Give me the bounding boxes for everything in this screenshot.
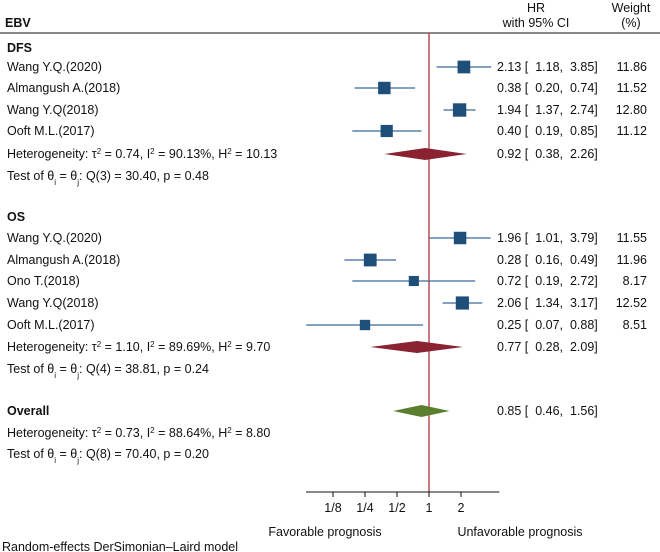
group-title-dfs: DFS xyxy=(7,41,32,55)
study-weight-os-4: 8.51 xyxy=(623,318,647,332)
study-marker-os-3 xyxy=(455,296,469,310)
study-ci-text-os-0: 1.96 [ 1.01, 3.79] xyxy=(497,231,598,245)
x-tick-label-0: 1/8 xyxy=(324,501,341,515)
summary-diamond-dfs xyxy=(384,148,467,160)
study-label-os-3: Wang Y.Q(2018) xyxy=(7,296,99,310)
summary-ci-text-os: 0.77 [ 0.28, 2.09] xyxy=(497,340,598,354)
study-ci-text-os-3: 2.06 [ 1.34, 3.17] xyxy=(497,296,598,310)
study-label-dfs-2: Wang Y.Q(2018) xyxy=(7,103,99,117)
test-os: Test of θi = θj: Q(4) = 38.81, p = 0.24 xyxy=(7,362,209,380)
study-marker-os-1 xyxy=(363,253,377,267)
study-label-dfs-1: Almangush A.(2018) xyxy=(7,81,120,95)
study-marker-dfs-3 xyxy=(380,124,393,138)
study-marker-os-4 xyxy=(359,319,371,331)
study-weight-os-1: 11.96 xyxy=(617,253,647,267)
favorable-label: Favorable prognosis xyxy=(268,525,381,539)
study-weight-dfs-2: 12.80 xyxy=(616,103,647,117)
study-label-os-1: Almangush A.(2018) xyxy=(7,253,120,267)
header-weight-line2: (%) xyxy=(621,16,640,30)
study-weight-os-3: 12.52 xyxy=(616,296,647,310)
heterogeneity-dfs: Heterogeneity: τ2 = 0.74, I2 = 90.13%, H… xyxy=(7,147,277,162)
study-label-os-4: Ooft M.L.(2017) xyxy=(7,318,95,332)
header-effect-line2: with 95% CI xyxy=(502,16,570,30)
study-label-os-0: Wang Y.Q.(2020) xyxy=(7,231,102,245)
study-weight-os-0: 11.55 xyxy=(617,231,647,245)
test-dfs: Test of θi = θj: Q(3) = 30.40, p = 0.48 xyxy=(7,169,209,187)
heterogeneity-overall: Heterogeneity: τ2 = 0.73, I2 = 88.64%, H… xyxy=(7,426,270,441)
study-marker-dfs-0 xyxy=(457,60,471,74)
study-ci-text-os-4: 0.25 [ 0.07, 0.88] xyxy=(497,318,598,332)
heterogeneity-os: Heterogeneity: τ2 = 1.10, I2 = 89.69%, H… xyxy=(7,340,270,355)
unfavorable-label: Unfavorable prognosis xyxy=(457,525,582,539)
study-weight-dfs-0: 11.86 xyxy=(617,60,647,74)
overall-ci-text: 0.85 [ 0.46, 1.56] xyxy=(497,404,598,418)
header-weight-line1: Weight xyxy=(612,1,651,15)
study-label-dfs-0: Wang Y.Q.(2020) xyxy=(7,60,102,74)
study-marker-os-2 xyxy=(408,275,419,287)
study-ci-text-dfs-1: 0.38 [ 0.20, 0.74] xyxy=(497,81,598,95)
study-label-dfs-3: Ooft M.L.(2017) xyxy=(7,124,95,138)
study-label-os-2: Ono T.(2018) xyxy=(7,274,80,288)
study-ci-text-dfs-0: 2.13 [ 1.18, 3.85] xyxy=(497,60,598,74)
study-marker-os-0 xyxy=(453,231,467,245)
x-tick-label-4: 2 xyxy=(458,501,465,515)
summary-diamond-os xyxy=(370,341,464,353)
plot-layer: DFS Wang Y.Q.(2020) 2.13 [ 1.18, 3.85] 11.8… xyxy=(7,33,647,515)
header-group-label: EBV xyxy=(5,16,31,30)
study-ci-text-os-2: 0.72 [ 0.19, 2.72] xyxy=(497,274,598,288)
study-weight-dfs-1: 11.52 xyxy=(617,81,647,95)
x-tick-label-2: 1/2 xyxy=(388,501,405,515)
overall-diamond xyxy=(393,405,450,417)
study-ci-text-os-1: 0.28 [ 0.16, 0.49] xyxy=(497,253,598,267)
header-effect-line1: HR xyxy=(527,1,545,15)
study-marker-dfs-2 xyxy=(452,103,467,117)
test-overall: Test of θi = θj: Q(8) = 70.40, p = 0.20 xyxy=(7,447,209,465)
study-marker-dfs-1 xyxy=(378,81,391,95)
study-ci-text-dfs-3: 0.40 [ 0.19, 0.85] xyxy=(497,124,598,138)
footnote: Random-effects DerSimonian–Laird model xyxy=(2,540,238,552)
x-tick-label-3: 1 xyxy=(426,501,433,515)
x-tick-label-1: 1/4 xyxy=(356,501,373,515)
group-title-os: OS xyxy=(7,210,25,224)
study-weight-os-2: 8.17 xyxy=(623,274,647,288)
summary-ci-text-dfs: 0.92 [ 0.38, 2.26] xyxy=(497,147,598,161)
study-ci-text-dfs-2: 1.94 [ 1.37, 2.74] xyxy=(497,103,598,117)
study-weight-dfs-3: 11.12 xyxy=(617,124,647,138)
overall-title: Overall xyxy=(7,404,49,418)
